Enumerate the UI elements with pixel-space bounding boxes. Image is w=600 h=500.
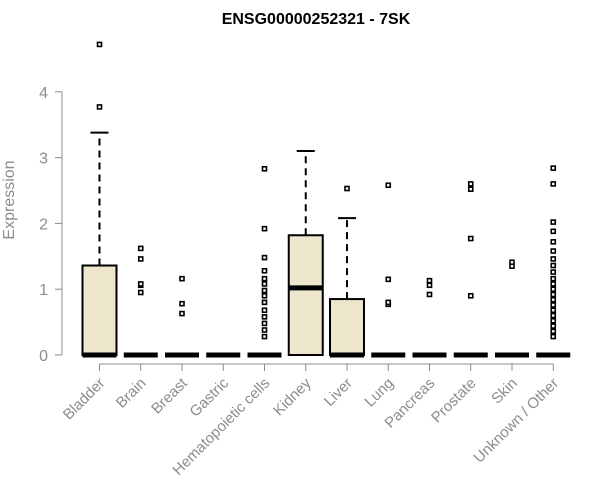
outlier-point bbox=[550, 281, 557, 287]
outlier-point bbox=[179, 275, 185, 282]
x-tick-label: Prostate bbox=[428, 375, 480, 427]
outlier-point bbox=[550, 296, 557, 303]
outlier-point bbox=[137, 281, 144, 287]
outlier-point bbox=[96, 104, 103, 110]
outlier-point bbox=[550, 219, 557, 225]
outlier-point bbox=[550, 228, 557, 235]
outlier-point bbox=[261, 281, 268, 287]
outlier-point bbox=[261, 327, 268, 333]
outlier-point bbox=[550, 181, 557, 187]
outlier-point bbox=[550, 307, 557, 314]
y-axis-label: Expression bbox=[1, 160, 18, 239]
outlier-point bbox=[426, 282, 433, 289]
outlier-point bbox=[509, 259, 515, 266]
box-iqr bbox=[329, 298, 365, 357]
outlier-point bbox=[550, 248, 557, 254]
outlier-point bbox=[96, 41, 103, 48]
outlier-point bbox=[261, 165, 268, 172]
outlier-point bbox=[344, 185, 350, 192]
x-tick-label: Breast bbox=[148, 374, 191, 417]
outlier-point bbox=[550, 312, 557, 319]
outlier-point bbox=[550, 302, 557, 308]
outlier-point bbox=[261, 225, 268, 232]
outlier-point bbox=[261, 287, 268, 294]
outlier-point bbox=[385, 276, 392, 283]
outlier-point bbox=[467, 181, 474, 187]
y-tick-label: 0 bbox=[39, 348, 48, 365]
outlier-point bbox=[261, 275, 268, 282]
outlier-point bbox=[426, 277, 433, 284]
outlier-point bbox=[137, 289, 144, 296]
outlier-point bbox=[550, 269, 557, 275]
outlier-point bbox=[550, 262, 557, 269]
outlier-point bbox=[550, 333, 557, 340]
x-tick-label: Bladder bbox=[60, 375, 109, 424]
outlier-point bbox=[550, 291, 557, 298]
outlier-point bbox=[550, 165, 557, 171]
outlier-point bbox=[550, 317, 557, 324]
x-tick-label: Skin bbox=[488, 375, 521, 408]
box-iqr bbox=[287, 234, 324, 356]
outlier-point bbox=[385, 182, 392, 189]
outlier-point bbox=[179, 300, 185, 307]
outlier-point bbox=[550, 256, 557, 262]
outlier-point bbox=[550, 275, 557, 282]
x-tick-label: Kidney bbox=[270, 374, 315, 419]
outlier-point bbox=[137, 245, 144, 252]
x-tick-label: Lung bbox=[361, 375, 397, 411]
y-tick-label: 4 bbox=[39, 85, 48, 102]
outlier-point bbox=[550, 239, 557, 245]
y-tick-label: 3 bbox=[39, 151, 48, 168]
y-tick-label: 2 bbox=[39, 216, 48, 233]
outlier-point bbox=[550, 323, 557, 329]
outlier-point bbox=[550, 286, 557, 293]
box-iqr bbox=[81, 264, 118, 356]
outlier-point bbox=[261, 267, 268, 274]
x-tick-label: Liver bbox=[321, 375, 356, 410]
outlier-point bbox=[261, 320, 268, 327]
outlier-point bbox=[261, 254, 268, 261]
outlier-point bbox=[467, 186, 474, 192]
outlier-point bbox=[261, 292, 268, 299]
outlier-point bbox=[261, 299, 268, 306]
outlier-point bbox=[550, 328, 557, 335]
outlier-point bbox=[137, 256, 144, 262]
outlier-point bbox=[426, 291, 433, 298]
x-tick-label: Brain bbox=[113, 375, 150, 412]
outlier-point bbox=[179, 310, 185, 317]
y-tick-label: 1 bbox=[39, 282, 48, 299]
outlier-point bbox=[385, 299, 392, 306]
chart-title: ENSG00000252321 - 7SK bbox=[222, 11, 411, 28]
outlier-point bbox=[467, 235, 474, 242]
outlier-point bbox=[467, 292, 474, 299]
outlier-point bbox=[261, 307, 268, 314]
outlier-point bbox=[261, 333, 268, 340]
outlier-point bbox=[261, 314, 268, 320]
